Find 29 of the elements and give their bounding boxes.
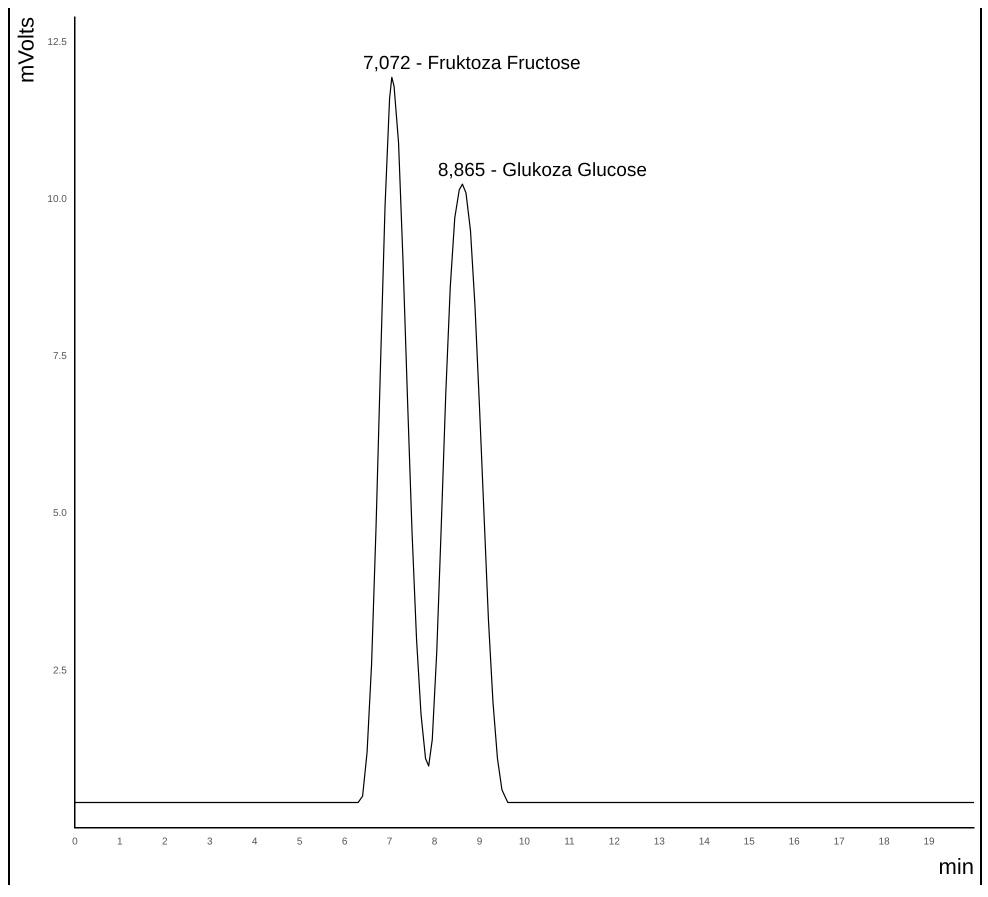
y-tick-label: 10.0 <box>47 194 68 205</box>
y-axis-title: mVolts <box>13 17 38 84</box>
x-tick-label: 3 <box>206 836 213 848</box>
x-axis-title: min <box>938 854 974 879</box>
y-tick-label: 2.5 <box>52 665 68 676</box>
x-tick-label: 12 <box>608 836 620 848</box>
x-tick-label: 15 <box>744 836 756 848</box>
annotation: 7,072 - Fruktoza Fructose <box>363 53 581 74</box>
y-tick-label: 12.5 <box>47 36 68 48</box>
x-tick-label: 5 <box>296 836 303 848</box>
x-tick-label: 0 <box>72 836 78 848</box>
y-tick-label: 5.0 <box>52 508 68 520</box>
x-tick-label: 1 <box>117 836 124 848</box>
x-tick-label: 18 <box>878 836 890 848</box>
x-tick-label: 19 <box>923 836 936 848</box>
x-tick-label: 10 <box>518 836 530 848</box>
x-tick-label: 11 <box>564 836 576 848</box>
x-tick-label: 14 <box>698 836 710 848</box>
y-tick-label: 7.5 <box>52 351 68 362</box>
x-tick-label: 4 <box>252 836 258 848</box>
x-tick-label: 16 <box>788 836 800 848</box>
x-tick-label: 13 <box>654 836 666 848</box>
annotation: 8,865 - Glukoza Glucose <box>438 160 647 181</box>
x-tick-label: 9 <box>476 836 483 848</box>
x-tick-label: 17 <box>834 836 846 848</box>
x-tick-label: 8 <box>432 836 438 848</box>
x-tick-label: 2 <box>162 836 168 848</box>
x-tick-label: 7 <box>386 836 393 848</box>
x-tick-label: 6 <box>342 836 348 848</box>
